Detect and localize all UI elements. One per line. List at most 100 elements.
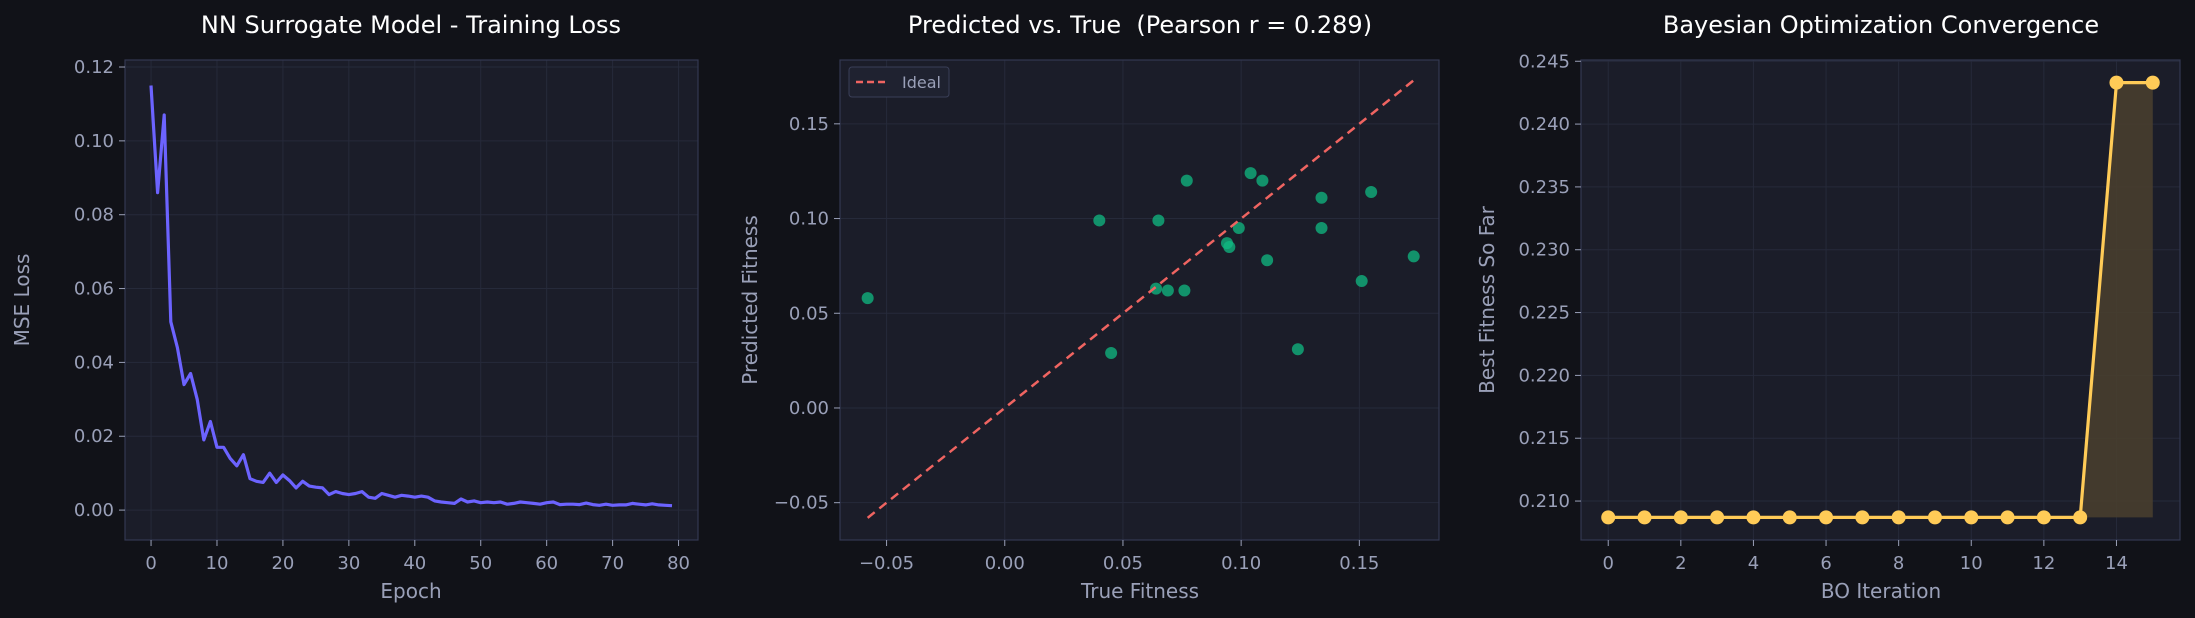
scatter-point [1152,214,1165,227]
scatter-point [1291,343,1304,356]
loss-x-tick-label: 30 [337,553,360,574]
loss-y-tick-label: 0.12 [74,57,114,78]
bo-point [2000,510,2015,525]
scatter-y-tick-label: 0.15 [789,114,829,135]
bo-fill-area [1608,82,2153,518]
scatter-point [1355,275,1368,288]
bo-point [1782,510,1797,525]
loss-y-axis-label: MSE Loss [10,254,34,347]
bo-point [1927,510,1942,525]
loss-series-line [149,85,673,508]
loss-chart-panel: 0 10 20 30 40 50 60 70 80 0.00 0.02 0.04 0.06 0.08 0.1… [10,11,699,603]
loss-y-tick-label: 0.04 [74,352,114,373]
scatter-point [1161,284,1174,297]
loss-y-tick-label: 0.06 [74,279,114,300]
bo-point [1673,510,1688,525]
bo-x-tick-label: 10 [1960,553,1983,574]
bo-x-tick-label: 0 [1603,553,1614,574]
loss-x-tick-label: 40 [403,553,426,574]
bo-chart-title: Bayesian Optimization Convergence [1663,11,2099,39]
bo-point [1855,510,1870,525]
bo-y-tick-label: 0.245 [1518,51,1570,72]
loss-y-tick-label: 0.08 [74,205,114,226]
scatter-x-tick-label: 0.10 [1221,553,1261,574]
loss-x-tick-label: 60 [535,553,558,574]
loss-x-axis-label: Epoch [380,579,441,603]
bo-point [2109,75,2124,90]
scatter-point [1223,240,1236,253]
scatter-point [1256,174,1269,187]
loss-y-tick-label: 0.10 [74,131,114,152]
loss-x-tick-label: 50 [469,553,492,574]
bo-series-line [1608,80,2153,520]
loss-x-tick-label: 80 [667,553,690,574]
scatter-point [1365,186,1378,199]
bo-x-tick-label: 4 [1748,553,1759,574]
loss-y-tick-label: 0.00 [74,500,114,521]
bo-y-tick-label: 0.240 [1518,114,1570,135]
scatter-x-axis-label: True Fitness [1080,579,1199,603]
scatter-point [1407,250,1420,263]
legend-ideal-label: Ideal [902,73,941,92]
scatter-x-tick-label: 0.05 [1103,553,1143,574]
loss-x-tick-label: 0 [145,553,156,574]
loss-x-tick-label: 70 [601,553,624,574]
scatter-y-tick-label: 0.05 [789,303,829,324]
bo-point [1964,510,1979,525]
bo-marks [1601,75,2160,525]
loss-marks [149,85,673,508]
bo-x-tick-label: 2 [1675,553,1686,574]
scatter-axes-frame [839,59,1440,541]
bo-point [1891,510,1906,525]
loss-x-tick-label: 10 [206,553,229,574]
loss-grid [125,60,698,540]
scatter-point [861,292,874,305]
bo-x-tick-label: 12 [2032,553,2055,574]
loss-plot-area [125,60,698,540]
scatter-point [1315,191,1328,204]
bo-point [2073,510,2088,525]
scatter-point [1244,167,1257,180]
scatter-chart-panel: −0.05 0.00 0.05 0.10 0.15 −0.05 0.00 0.05 0.10 0.… [738,11,1440,603]
bo-y-tick-label: 0.225 [1518,303,1570,324]
bo-x-tick-label: 6 [1820,553,1831,574]
bo-y-tick-label: 0.230 [1518,240,1570,261]
scatter-y-axis-label: Predicted Fitness [738,215,762,385]
bo-point [1637,510,1652,525]
scatter-marks [861,79,1420,519]
loss-y-tick-label: 0.02 [74,426,114,447]
scatter-point [1093,214,1106,227]
bo-y-axis-label: Best Fitness So Far [1475,205,1499,393]
loss-chart-title: NN Surrogate Model - Training Loss [201,11,621,39]
bo-axes-frame [1580,59,2181,541]
scatter-point [1180,174,1193,187]
scatter-y-tick-label: 0.00 [789,398,829,419]
bo-point [2036,510,2051,525]
scatter-y-tick-label: 0.10 [789,209,829,230]
bo-chart-panel: 0 2 4 6 8 10 12 14 0.210 0.215 0.220 0.225 0.230 0.23… [1475,11,2181,603]
scatter-point [1105,347,1118,360]
scatter-x-tick-label: −0.05 [859,553,914,574]
scatter-legend: Ideal [848,66,950,98]
bo-point [1746,510,1761,525]
scatter-tick-labels: −0.05 0.00 0.05 0.10 0.15 −0.05 0.00 0.05 0.10 0.… [774,114,1380,574]
scatter-x-tick-label: 0.15 [1339,553,1379,574]
bo-y-tick-label: 0.235 [1518,177,1570,198]
bo-point [1601,510,1616,525]
bo-y-tick-label: 0.210 [1518,491,1570,512]
bo-x-tick-label: 8 [1893,553,1904,574]
scatter-grid [840,60,1439,540]
loss-axes-frame [124,59,699,541]
bo-point [1819,510,1834,525]
scatter-point [1315,222,1328,235]
bo-tick-labels: 0 2 4 6 8 10 12 14 0.210 0.215 0.220 0.225 0.230 0.23… [1518,51,2127,574]
scatter-x-tick-label: 0.00 [985,553,1025,574]
loss-tick-labels: 0 10 20 30 40 50 60 70 80 0.00 0.02 0.04 0.06 0.08 0.1… [74,57,690,574]
bo-x-axis-label: BO Iteration [1821,579,1941,603]
scatter-point [1261,254,1274,267]
bo-x-tick-label: 14 [2105,553,2128,574]
scatter-y-tick-label: −0.05 [774,493,829,514]
bo-y-tick-label: 0.215 [1518,428,1570,449]
bo-point [2145,75,2160,90]
